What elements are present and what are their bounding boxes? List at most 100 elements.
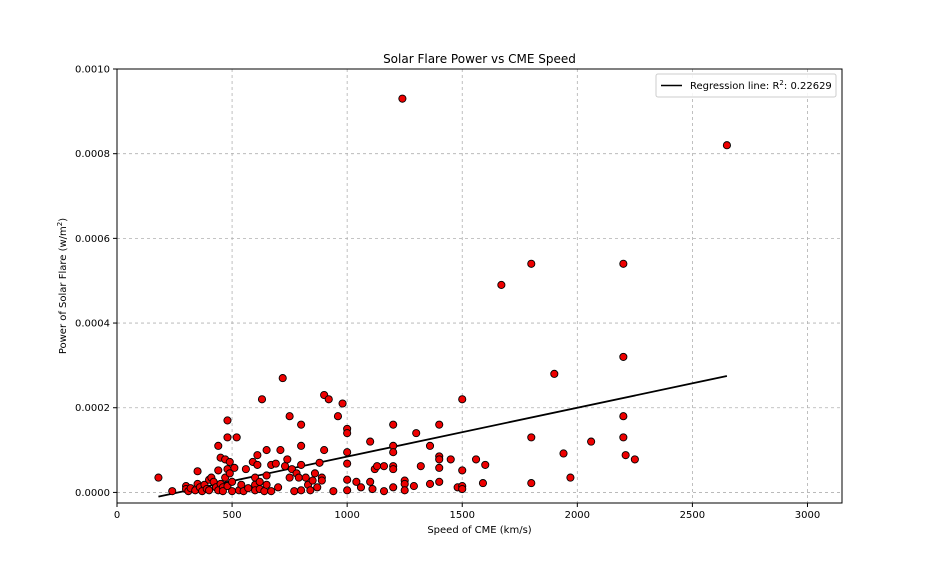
x-tick-label: 3000 — [795, 510, 820, 521]
y-tick-label: 0.0002 — [75, 403, 110, 414]
data-point — [297, 460, 306, 469]
data-point — [338, 399, 347, 408]
x-tick-label: 1500 — [450, 510, 475, 521]
data-point — [389, 465, 398, 474]
legend-label-main: Regression line: R — [690, 81, 779, 92]
data-point — [278, 374, 287, 383]
x-tick-label: 2000 — [565, 510, 590, 521]
y-axis-label: Power of Solar Flare (w/m2) — [56, 218, 69, 354]
chart-title: Solar Flare Power vs CME Speed — [383, 52, 576, 66]
y-tick-label: 0.0000 — [75, 488, 110, 499]
data-point — [218, 487, 227, 496]
data-point — [550, 369, 559, 378]
data-point — [283, 455, 292, 464]
data-point — [416, 462, 425, 471]
data-point — [297, 420, 306, 429]
data-point — [271, 459, 280, 468]
legend-label-end: : 0.22629 — [784, 81, 832, 92]
data-point — [310, 469, 319, 478]
data-point — [446, 455, 455, 464]
data-point — [333, 412, 343, 421]
data-point — [267, 487, 276, 496]
data-point — [315, 458, 324, 467]
data-point — [366, 437, 375, 446]
data-point — [301, 473, 310, 482]
data-point — [297, 441, 306, 450]
data-point — [317, 476, 326, 485]
data-point — [262, 480, 271, 489]
data-point — [425, 441, 435, 450]
data-point — [425, 479, 435, 488]
x-tick-label: 1000 — [334, 510, 359, 521]
y-axis-ticks: 0.0000 0.0002 0.0004 0.0006 0.0008 0.0010 — [75, 65, 117, 499]
y-axis-label-main: Power of Solar Flare (w/m — [58, 226, 69, 354]
data-point — [223, 416, 232, 425]
data-point — [313, 483, 322, 492]
data-point — [285, 412, 294, 421]
data-point — [458, 395, 467, 404]
data-point — [478, 479, 488, 488]
data-point — [343, 459, 352, 468]
x-tick-label: 0 — [114, 510, 120, 521]
data-point — [722, 141, 731, 150]
data-point — [230, 463, 239, 472]
data-point — [619, 352, 628, 361]
y-tick-label: 0.0008 — [75, 149, 110, 160]
data-point — [253, 460, 262, 469]
data-point — [368, 484, 377, 494]
data-point — [343, 486, 352, 495]
data-point — [241, 465, 250, 474]
data-point — [566, 473, 575, 482]
data-point — [294, 473, 303, 482]
data-point — [527, 433, 536, 442]
legend-box — [655, 73, 837, 98]
data-point — [225, 457, 234, 466]
data-point — [228, 487, 237, 496]
data-point — [232, 433, 241, 442]
data-point — [255, 477, 264, 486]
data-point — [435, 463, 444, 472]
data-point — [253, 451, 262, 460]
data-point — [630, 455, 639, 464]
data-point — [214, 441, 223, 450]
data-point — [280, 462, 290, 471]
data-point — [308, 476, 317, 485]
data-point — [412, 429, 421, 438]
data-point — [274, 483, 283, 492]
data-point — [306, 486, 315, 495]
data-point — [154, 473, 163, 482]
data-point — [297, 486, 306, 495]
data-point — [435, 455, 444, 464]
data-point — [409, 482, 418, 491]
legend-label-sup: 2 — [779, 79, 783, 87]
data-point — [400, 486, 409, 495]
data-point — [619, 433, 628, 442]
data-point — [285, 473, 294, 482]
data-point — [621, 451, 630, 460]
data-point — [329, 487, 338, 496]
data-point — [559, 449, 568, 458]
y-tick-label: 0.0006 — [75, 234, 110, 245]
data-point — [343, 448, 352, 457]
data-point — [497, 280, 506, 289]
data-point — [458, 484, 467, 494]
legend-label: Regression line: R2: 0.22629 — [690, 79, 832, 92]
y-axis-label-end: ) — [58, 218, 69, 222]
data-point — [343, 475, 352, 484]
data-point — [389, 420, 398, 429]
data-point — [527, 259, 536, 268]
data-point — [168, 487, 177, 496]
data-point — [619, 259, 628, 268]
data-point — [471, 455, 481, 464]
data-point — [481, 460, 490, 469]
data-point — [587, 437, 596, 446]
data-point — [398, 94, 407, 103]
data-point — [214, 466, 223, 475]
data-points — [154, 94, 731, 496]
data-point — [435, 477, 444, 486]
data-point — [619, 412, 628, 421]
y-tick-label: 0.0004 — [75, 319, 110, 330]
data-point — [225, 469, 234, 478]
data-point — [356, 483, 366, 492]
